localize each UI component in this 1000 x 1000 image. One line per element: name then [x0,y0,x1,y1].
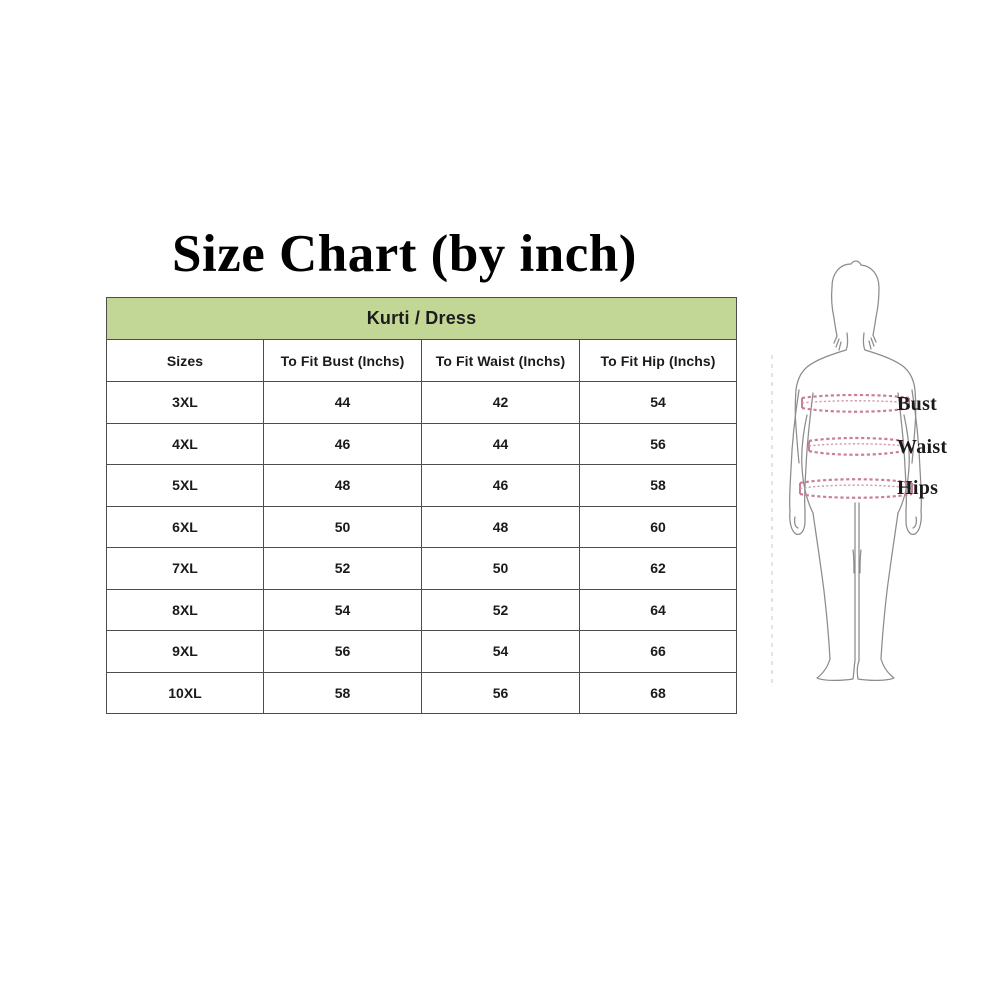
column-header-waist: To Fit Waist (Inchs) [421,339,580,382]
cell-size: 7XL [106,547,264,590]
cell-waist: 56 [421,671,580,714]
table-row: 9XL 56 54 66 [106,630,738,673]
table-row: 10XL 58 56 68 [106,671,738,714]
table-row: 5XL 48 46 58 [106,464,738,507]
head-outline [831,260,880,336]
foot-left [816,658,856,681]
cell-hip: 54 [578,381,738,424]
torso-right-outline [864,349,917,464]
table-row: 8XL 54 52 64 [106,588,738,631]
column-header-hip: To Fit Hip (Inchs) [578,339,738,382]
cell-bust: 52 [263,547,422,590]
hand-left-detail [794,516,799,529]
hand-left [789,508,806,535]
measurement-label-hips: Hips [897,477,939,499]
cell-hip: 68 [578,671,738,714]
measurement-label-waist: Waist [897,436,948,458]
cell-size: 9XL [106,630,264,673]
cell-waist: 50 [421,547,580,590]
leg-left-outer [812,512,831,660]
arm-right-outer [911,389,923,512]
cell-hip: 64 [578,588,738,631]
arm-right-inner [897,392,908,510]
foot-right [856,658,895,681]
cell-bust: 48 [263,464,422,507]
cell-size: 8XL [106,588,264,631]
body-figure-panel: Bust Waist Hips [755,245,1000,715]
cell-hip: 66 [578,630,738,673]
cell-size: 3XL [106,381,264,424]
cell-waist: 54 [421,630,580,673]
cell-size: 6XL [106,505,264,548]
hips-measurement-tape [799,478,913,499]
table-column-header-row: Sizes To Fit Bust (Inchs) To Fit Waist (… [106,339,738,382]
cell-bust: 56 [263,630,422,673]
cell-bust: 50 [263,505,422,548]
knee-inner-right [859,549,862,574]
cell-size: 4XL [106,422,264,465]
table-row: 7XL 52 50 62 [106,547,738,590]
female-body-outline-icon [771,260,923,685]
cell-size: 10XL [106,671,264,714]
cell-waist: 44 [421,422,580,465]
cell-bust: 46 [263,422,422,465]
cell-hip: 62 [578,547,738,590]
group-header-cell: Kurti / Dress [105,297,738,340]
cell-waist: 48 [421,505,580,548]
hand-right [905,508,922,535]
bust-measurement-tape [801,393,910,413]
size-chart-table-container: Kurti / Dress Sizes To Fit Bust (Inchs) … [105,297,738,714]
column-header-sizes: Sizes [106,339,264,382]
cell-hip: 60 [578,505,738,548]
head-left-outline [830,286,838,337]
measurement-label-bust: Bust [897,393,938,415]
knee-inner-left [852,549,855,574]
table-row: 3XL 44 42 54 [106,381,738,424]
neck-right [862,332,866,351]
cell-waist: 46 [421,464,580,507]
hair-strands-left [833,335,842,351]
cell-bust: 58 [263,671,422,714]
hip-right-outline [897,414,910,514]
arm-left-inner [803,392,814,510]
cell-bust: 44 [263,381,422,424]
hair-strands-right [868,334,877,350]
neck-left [845,332,849,351]
waist-measurement-tape [808,436,904,456]
cell-waist: 52 [421,588,580,631]
table-group-header-row: Kurti / Dress [105,297,738,340]
cell-waist: 42 [421,381,580,424]
cell-hip: 56 [578,422,738,465]
cell-bust: 54 [263,588,422,631]
page-title: Size Chart (by inch) [172,225,637,283]
arm-left-outer [788,389,800,512]
size-chart-table: Kurti / Dress Sizes To Fit Bust (Inchs) … [105,297,738,714]
column-header-bust: To Fit Bust (Inchs) [263,339,422,382]
leg-right-outer [880,512,899,660]
hip-left-outline [801,414,814,514]
table-row: 4XL 46 44 56 [106,422,738,465]
table-row: 6XL 50 48 60 [106,505,738,548]
cell-size: 5XL [106,464,264,507]
torso-left-outline [794,349,847,464]
hand-right-detail [912,516,917,529]
cell-hip: 58 [578,464,738,507]
